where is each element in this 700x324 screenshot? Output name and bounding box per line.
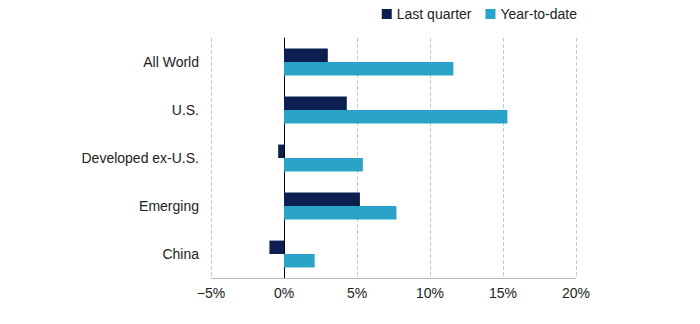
svg-text:Last quarter: Last quarter — [397, 6, 472, 22]
svg-text:15%: 15% — [489, 285, 517, 301]
svg-text:Developed ex-U.S.: Developed ex-U.S. — [81, 150, 199, 166]
svg-text:U.S.: U.S. — [172, 102, 199, 118]
svg-text:20%: 20% — [562, 285, 590, 301]
svg-text:Emerging: Emerging — [139, 198, 199, 214]
svg-text:Year-to-date: Year-to-date — [500, 6, 577, 22]
svg-text:All World: All World — [143, 54, 199, 70]
svg-text:5%: 5% — [347, 285, 367, 301]
svg-text:China: China — [162, 246, 199, 262]
svg-text:−5%: −5% — [197, 285, 225, 301]
svg-text:10%: 10% — [416, 285, 444, 301]
svg-text:0%: 0% — [274, 285, 294, 301]
